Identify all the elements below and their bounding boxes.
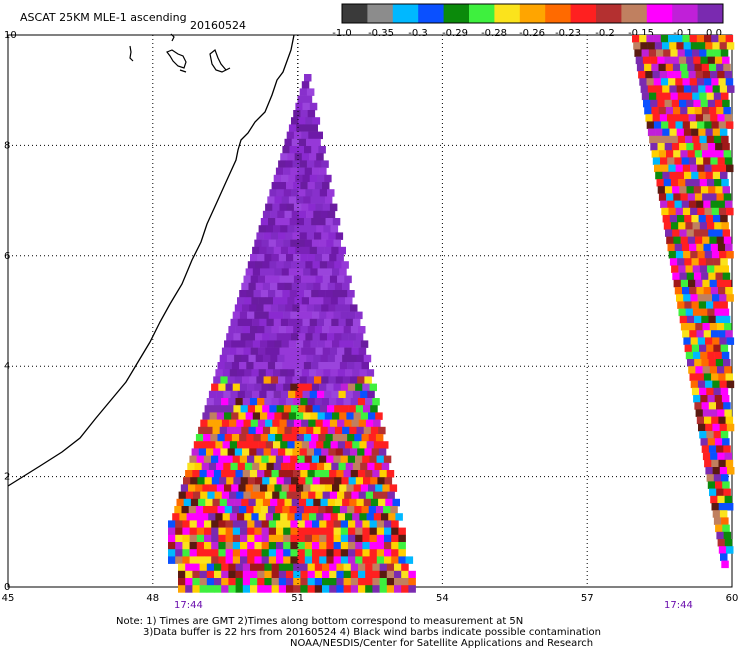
colorbar-label: -0.29: [442, 28, 468, 39]
y-tick-label: 4: [4, 361, 10, 372]
colorbar-segment: [697, 4, 724, 23]
y-tick-label: 10: [4, 30, 17, 41]
x-tick-label: 48: [146, 593, 159, 604]
x-axis-ticks: 45 48 51 54 57 60: [2, 593, 739, 604]
islands: [129, 33, 231, 73]
colorbar-segment: [545, 4, 572, 23]
y-tick-label: 2: [4, 472, 10, 483]
colorbar-segment: [392, 4, 419, 23]
colorbar-segment: [570, 4, 597, 23]
colorbar-segment: [469, 4, 495, 23]
note-line-3: NOAA/NESDIS/Center for Satellite Applica…: [290, 638, 593, 649]
x-tick-label: 45: [2, 593, 15, 604]
note-line-2: 3)Data buffer is 22 hrs from 20160524 4)…: [143, 627, 601, 638]
colorbar-segment: [418, 4, 445, 23]
colorbar-label: -0.26: [519, 28, 545, 39]
colorbar-segment: [494, 4, 521, 23]
plot-area: [7, 33, 735, 593]
colorbar-label: -0.3: [408, 28, 428, 39]
colorbar-segment: [646, 4, 673, 23]
colorbar-segment: [596, 4, 622, 23]
colorbar-label: 0.0: [706, 28, 722, 39]
colorbar-segment: [367, 4, 394, 23]
scatterometer-swaths: [168, 35, 735, 593]
y-axis-ticks: 10 8 6 4 2 0: [4, 30, 17, 593]
colorbar-label: -1.0: [332, 28, 352, 39]
swath-time-right: 17:44: [664, 600, 693, 611]
colorbar-label: -0.15: [628, 28, 654, 39]
product-title: ASCAT 25KM MLE-1 ascending: [20, 11, 187, 24]
colorbar-segment: [621, 4, 648, 23]
x-tick-label: 60: [726, 593, 739, 604]
colorbar-segment: [342, 4, 368, 23]
colorbar-segment: [443, 4, 470, 23]
colorbar-label: -0.1: [673, 28, 693, 39]
y-tick-label: 0: [4, 582, 10, 593]
product-date: 20160524: [190, 19, 246, 32]
colorbar-segment: [672, 4, 699, 23]
x-tick-label: 54: [436, 593, 449, 604]
colorbar-segment: [519, 4, 546, 23]
y-tick-label: 6: [4, 251, 10, 262]
colorbar-label: -0.23: [555, 28, 581, 39]
colorbar-label: -0.35: [368, 28, 394, 39]
x-tick-label: 57: [581, 593, 594, 604]
colorbar-label: -0.28: [481, 28, 507, 39]
colorbar: -1.0 -0.35 -0.3 -0.29 -0.28 -0.26 -0.23 -0.2 -0.…: [332, 3, 724, 39]
swath-time-left: 17:44: [174, 600, 203, 611]
note-line-1: Note: 1) Times are GMT 2)Times along bot…: [116, 616, 523, 627]
coastline: [7, 34, 295, 487]
x-tick-label: 51: [291, 593, 304, 604]
colorbar-label: -0.2: [595, 28, 615, 39]
y-tick-label: 8: [4, 140, 10, 151]
